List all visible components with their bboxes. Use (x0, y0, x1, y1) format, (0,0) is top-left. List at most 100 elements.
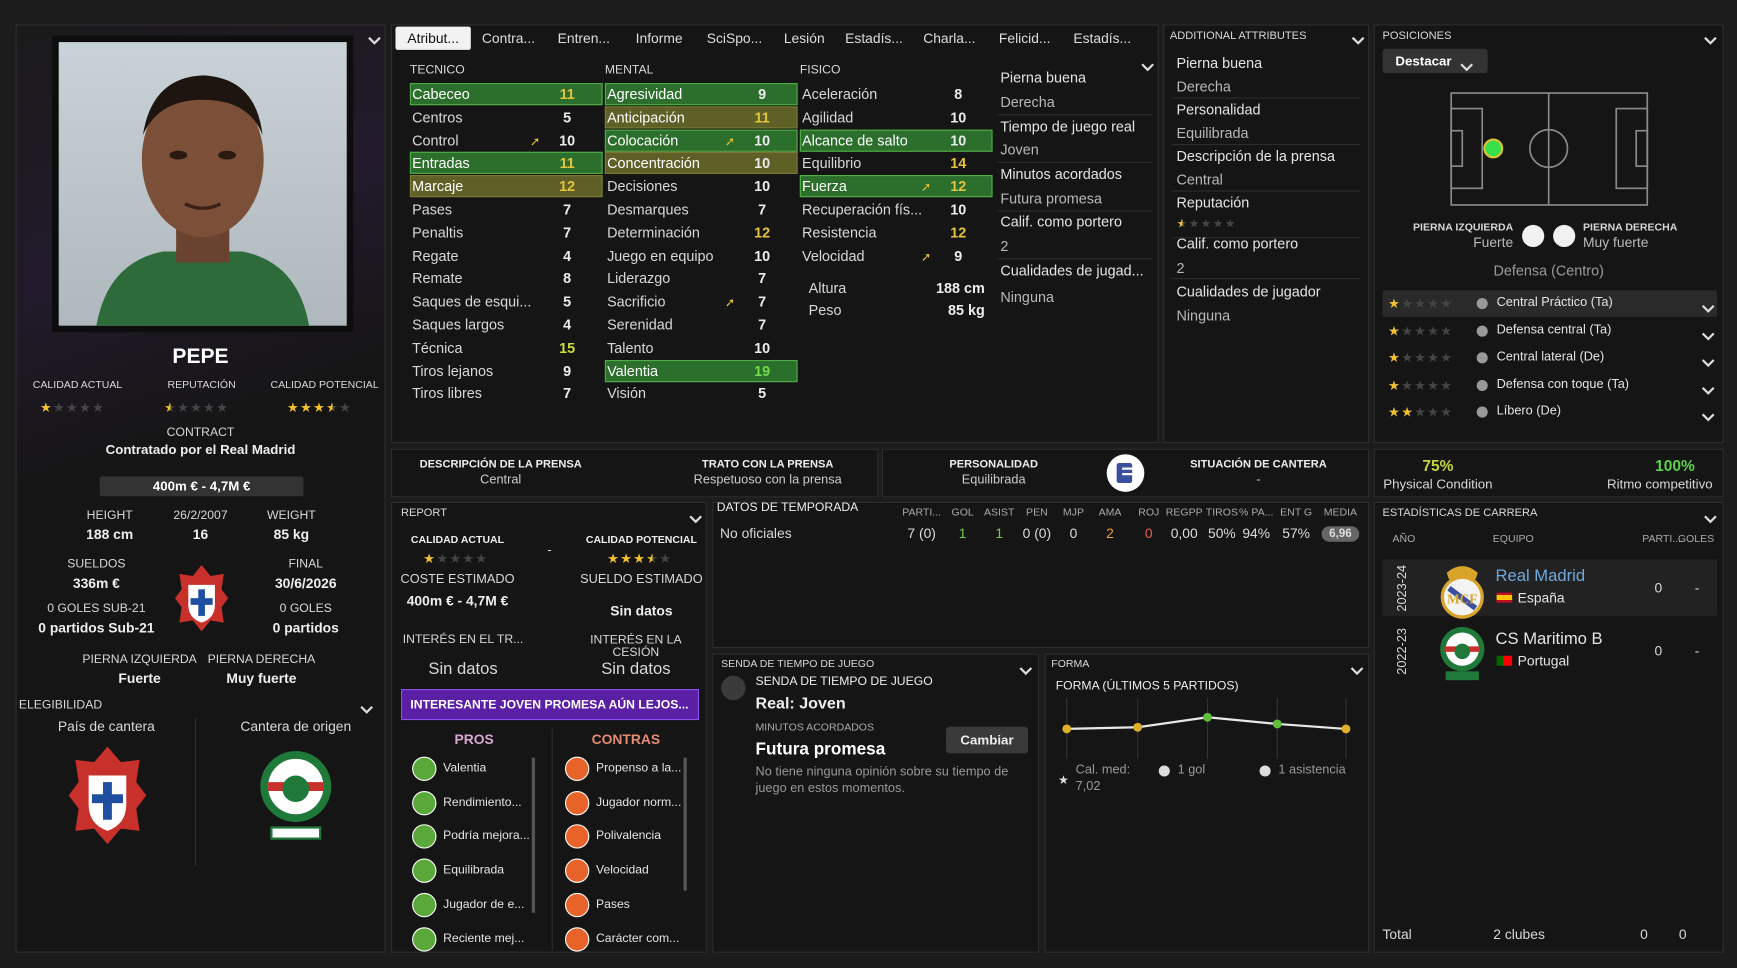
additional-value: 2 (1176, 259, 1185, 277)
row-highlight (409, 175, 603, 198)
form-subtitle[interactable]: FORMA (ÚLTIMOS 5 PARTIDOS) (1055, 679, 1239, 693)
dropdown-chevron[interactable] (360, 700, 373, 714)
chevron-icon (1141, 63, 1154, 72)
career-team: CS Maritimo B (1495, 629, 1603, 649)
condition-panel (1373, 448, 1724, 498)
career-header: AÑO (1392, 533, 1416, 546)
season-header: ROJ (1138, 506, 1160, 519)
highlight-button[interactable] (1382, 48, 1488, 74)
dropdown-chevron[interactable] (1704, 31, 1717, 45)
star: ★ (1388, 295, 1402, 312)
star-rating: ★★★★★ (1388, 405, 1453, 418)
row-highlight (604, 359, 798, 382)
tab[interactable]: Lesión (783, 30, 825, 47)
fact-label: 0 GOLES SUB-21 (47, 602, 146, 616)
role-name: Líbero (De) (1496, 404, 1562, 418)
change-button[interactable] (946, 726, 1029, 754)
chevron-icon (1701, 332, 1715, 341)
tab[interactable]: Charla... (923, 30, 976, 47)
attribute-value: 11 (754, 108, 770, 126)
chevron-icon (689, 515, 703, 524)
row-highlight (604, 106, 798, 129)
attribute-value: 12 (950, 178, 967, 195)
dropdown-chevron[interactable] (1351, 31, 1365, 45)
tab[interactable]: SciSpo... (706, 30, 763, 47)
expand-arrow[interactable] (721, 675, 746, 701)
pro-item: Equilibrada (443, 863, 505, 877)
attribute-name: Pases (412, 201, 453, 218)
season-header: MEDIA (1323, 506, 1358, 519)
dropdown-chevron[interactable] (1350, 661, 1364, 676)
report-value: Sin datos (610, 603, 673, 619)
dropdown-chevron[interactable] (1460, 58, 1474, 72)
dropdown-chevron[interactable] (368, 31, 381, 45)
tab[interactable]: Entren... (557, 30, 610, 47)
eligibility-link[interactable]: ELEGIBILIDAD (18, 698, 103, 712)
playing-time-panel (712, 653, 1040, 953)
condition-value: 100% (1655, 456, 1695, 475)
role-name: Defensa central (Ta) (1496, 323, 1612, 338)
attribute-value: 10 (559, 131, 576, 149)
attribute-name: Agresividad (607, 85, 683, 103)
star: ★ (1200, 216, 1213, 231)
dropdown-chevron[interactable] (689, 510, 703, 524)
playing-time-link[interactable]: SENDA DE TIEMPO DE JUEGO (755, 675, 933, 689)
attribute-name: Marcaje (412, 178, 464, 195)
dropdown-chevron[interactable] (1704, 510, 1717, 524)
summary-value: Futura promesa (1000, 189, 1102, 207)
attribute-name: Técnica (412, 339, 463, 356)
dropdown-chevron[interactable] (1141, 58, 1154, 72)
attribute-value: 12 (754, 224, 771, 241)
crest-letters: MCF (1447, 592, 1477, 607)
dropdown-chevron[interactable] (1701, 381, 1715, 395)
report-banner[interactable] (401, 689, 700, 721)
star: ★ (1212, 216, 1225, 231)
attribute-name: Entradas (412, 154, 470, 172)
attribute-value: 12 (559, 178, 576, 195)
separator (1172, 144, 1361, 146)
summary-label: Calif. como portero (1000, 213, 1122, 230)
attribute-value: 7 (758, 293, 767, 310)
rating-pill (1321, 526, 1360, 542)
separator (997, 210, 1153, 212)
press-label: PERSONALIDAD (949, 458, 1038, 471)
role-name: Central Práctico (Ta) (1496, 296, 1613, 310)
attribute-name: Anticipación (607, 108, 685, 126)
star: ★ (52, 399, 66, 416)
career-apps: 0 (1654, 580, 1663, 596)
additional-label: Reputación (1176, 194, 1250, 212)
button-label: Destacar (1395, 53, 1452, 69)
con-item: Pases (595, 897, 630, 911)
star: ★ (436, 550, 450, 567)
rating-label: CALIDAD ACTUAL (32, 379, 123, 392)
dropdown-chevron[interactable] (1701, 327, 1715, 341)
tab[interactable]: Felicid... (998, 30, 1051, 47)
attribute-value: 11 (559, 154, 575, 172)
star: ★ (1427, 350, 1441, 366)
player-name: PEPE (172, 345, 229, 369)
tab[interactable]: Contra... (481, 30, 536, 47)
dropdown-chevron[interactable] (1019, 661, 1033, 676)
attribute-value: 15 (559, 339, 576, 356)
dropdown-chevron[interactable] (1701, 408, 1715, 422)
attribute-name: Saques de esqui... (412, 293, 532, 310)
report-label: INTERÉS EN EL TR... (402, 633, 524, 647)
star: ★ (1440, 350, 1454, 366)
tab[interactable]: Atribut... (407, 30, 459, 47)
panel-title[interactable]: DATOS DE TEMPORADA (716, 501, 859, 515)
attribute-value: 11 (559, 85, 575, 103)
tab[interactable]: Estadís... (845, 30, 903, 47)
rating-label: CALIDAD POTENCIAL (270, 379, 379, 392)
scrollbar (683, 757, 687, 891)
attribute-name: Colocación (607, 131, 679, 149)
star: ★ (203, 399, 217, 416)
info-icon (1476, 297, 1488, 310)
pro-icon (412, 790, 437, 815)
dropdown-chevron[interactable] (1701, 353, 1715, 368)
tab[interactable]: Estadís... (1073, 30, 1132, 47)
tab[interactable]: Informe (635, 30, 683, 47)
star: ★ (1224, 216, 1237, 231)
attribute-group-title: FISICO (799, 63, 841, 77)
trend-arrow: ➚ (724, 295, 736, 310)
dropdown-chevron[interactable] (1701, 299, 1715, 313)
